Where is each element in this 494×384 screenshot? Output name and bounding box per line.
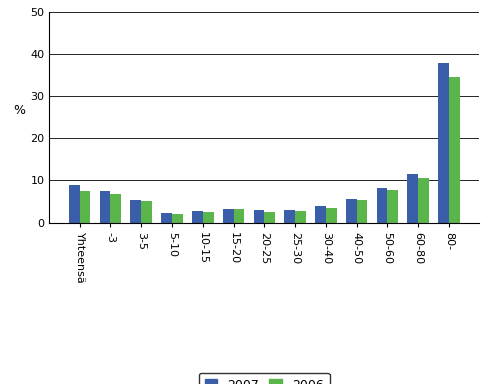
Bar [203,212,213,223]
Bar [234,209,245,223]
Bar [141,201,152,223]
Bar [111,194,121,223]
Bar [223,209,234,223]
Bar [357,200,368,223]
Bar [80,191,90,223]
Bar [408,174,418,223]
Bar [130,200,141,223]
Bar [69,185,80,223]
Bar [346,199,357,223]
Bar [172,214,183,223]
Bar [284,210,295,223]
Bar [253,210,264,223]
Y-axis label: %: % [13,104,25,117]
Bar [449,77,459,223]
Legend: 2007, 2006: 2007, 2006 [199,372,330,384]
Bar [326,208,336,223]
Bar [387,190,398,223]
Bar [264,212,275,223]
Bar [376,188,387,223]
Bar [315,206,326,223]
Bar [161,214,172,223]
Bar [295,211,306,223]
Bar [418,179,429,223]
Bar [192,211,203,223]
Bar [438,63,449,223]
Bar [100,191,111,223]
